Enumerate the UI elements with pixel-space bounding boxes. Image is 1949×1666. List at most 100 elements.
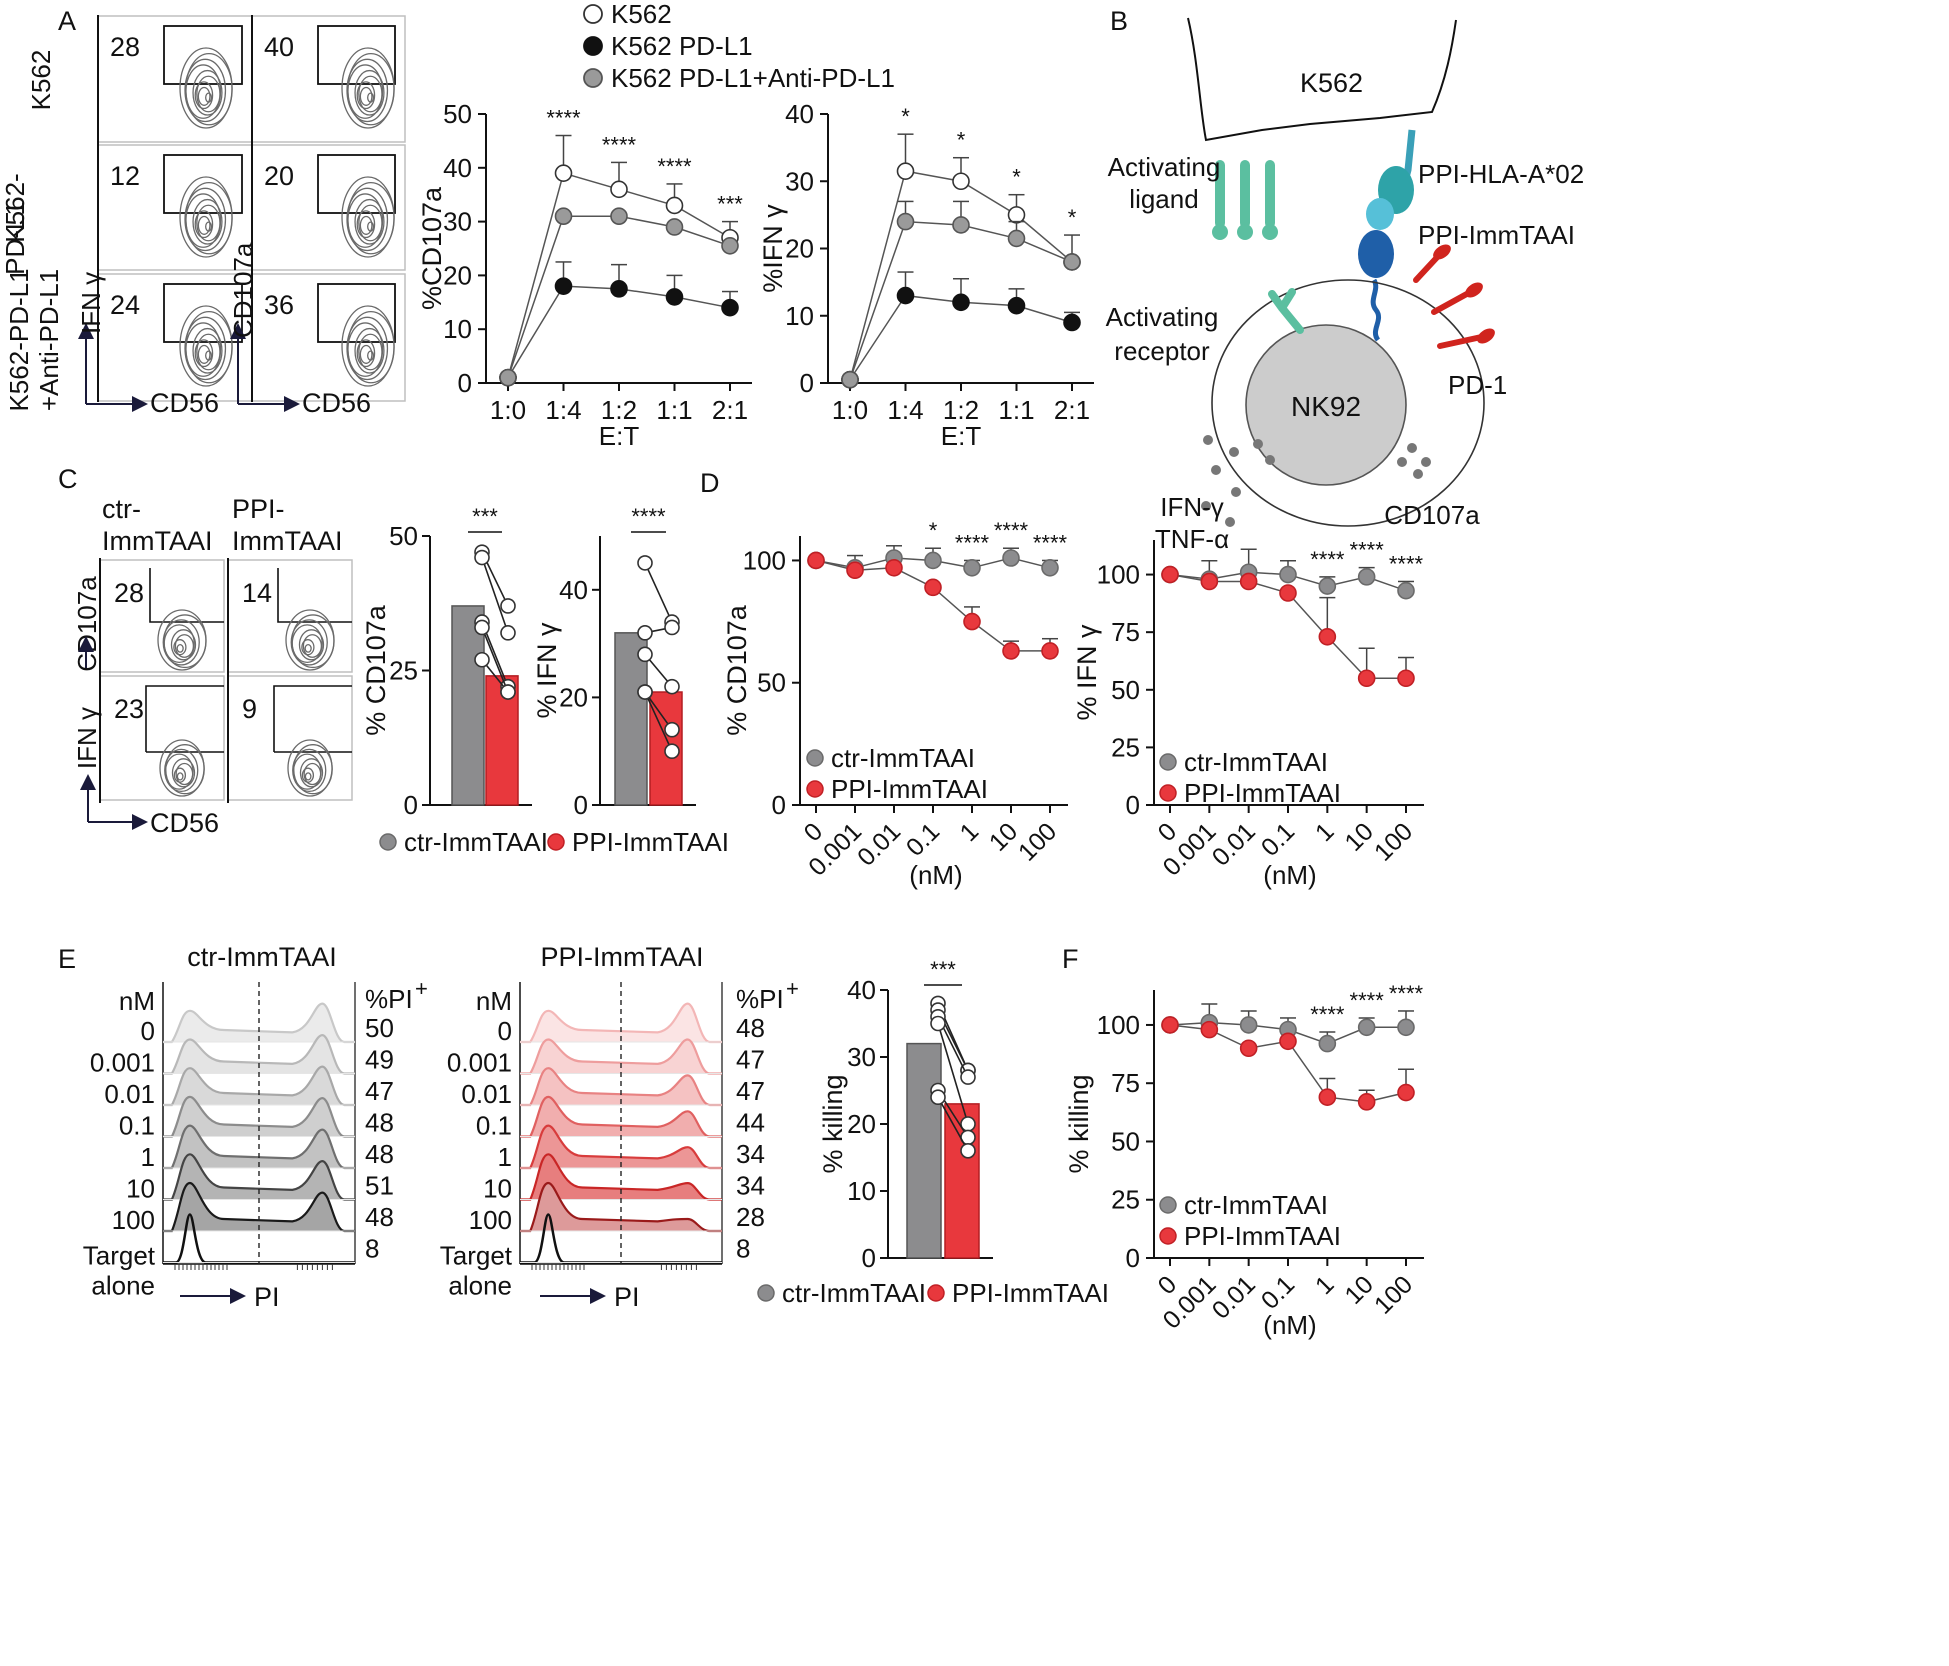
histogram-curve (520, 1153, 722, 1201)
x-tick-label: 1:0 (832, 395, 868, 425)
bar (451, 605, 485, 806)
contour-line (173, 767, 187, 783)
data-point (1279, 584, 1297, 602)
legend-label: ctr-ImmTAAI (1184, 747, 1328, 777)
arrow-head (230, 323, 246, 339)
x-axis-title: E:T (941, 421, 982, 451)
concentration-label: 0 (498, 1016, 512, 1046)
pi-header: %PI (365, 984, 413, 1014)
histogram-curve (163, 1002, 355, 1044)
histogram-fill (163, 1183, 355, 1231)
y-tick-label: 50 (443, 99, 472, 129)
pi-percentage: 34 (736, 1171, 765, 1201)
histogram-title: PPI-ImmTAAI (540, 942, 703, 972)
legend-label: PPI-ImmTAAI (1184, 1221, 1341, 1251)
significance-marker: **** (1389, 981, 1424, 1006)
data-point (930, 1015, 946, 1032)
secreted-cytokine (1407, 443, 1417, 453)
nm-header: nM (119, 986, 155, 1016)
histogram-fill (163, 1096, 355, 1137)
column-label: ctr- (102, 494, 141, 524)
concentration-label: 10 (126, 1174, 155, 1204)
activating-ligand-label: Activating (1108, 152, 1221, 182)
y-tick-label: 25 (1111, 1185, 1140, 1215)
x-tick-label: 1:1 (998, 395, 1034, 425)
significance-marker: * (1068, 205, 1077, 230)
x-tick-label: 1 (1310, 1270, 1340, 1300)
x-tick-label: 0.1 (1256, 1270, 1300, 1314)
secreted-cytokine (1253, 439, 1263, 449)
chart-E_killing: 0 10 20 30 40 % killing *** (818, 957, 993, 1273)
nk92-outer-membrane (1211, 279, 1485, 527)
pi-percentage: 8 (365, 1234, 379, 1264)
contour-line (205, 350, 213, 361)
data-point (924, 551, 942, 570)
gate-percentage: 28 (114, 578, 144, 608)
y-tick-label: 25 (1111, 732, 1140, 762)
axis-title-pi: PI (614, 1282, 640, 1312)
contour-line (196, 204, 221, 242)
data-point (637, 555, 653, 571)
histogram-title: ctr-ImmTAAI (187, 942, 336, 972)
x-tick-label: 0.01 (852, 817, 906, 871)
concentration-label: 0.001 (90, 1048, 155, 1078)
concentration-label: 0.1 (476, 1111, 512, 1141)
axis-title-ifng: IFN γ (76, 272, 106, 334)
concentration-label: 0.001 (447, 1048, 512, 1078)
significance-marker: *** (930, 957, 956, 982)
pi-percentage: 34 (736, 1139, 765, 1169)
axis-title-cd56: CD56 (150, 808, 219, 838)
contour-line (302, 634, 323, 658)
contour-line (176, 644, 184, 653)
contour-line (356, 339, 376, 368)
flow-plot-frame (99, 559, 225, 673)
activating-ligand (1240, 160, 1250, 228)
panel-letter-F: F (1062, 944, 1079, 974)
contour-line (303, 762, 322, 786)
legend-marker (806, 780, 824, 798)
data-point (896, 162, 915, 180)
data-point (963, 612, 981, 631)
y-tick-label: 50 (757, 668, 786, 698)
y-tick-label: 100 (1097, 1010, 1140, 1040)
column-label-group: PPI-ImmTAAI (232, 494, 343, 556)
y-tick-label: 40 (559, 575, 588, 605)
chart-C_cd107a: 0 25 50 % CD107a *** (361, 504, 532, 820)
gate-percentage: 9 (242, 694, 257, 724)
x-tick-label: 1:2 (601, 395, 637, 425)
contour-line (184, 58, 227, 123)
data-point (1318, 577, 1337, 595)
y-tick-label: 0 (772, 790, 786, 820)
k562-cell-membrane (1187, 17, 1457, 142)
histogram-curve (520, 1095, 722, 1138)
contour-line (185, 322, 222, 377)
y-axis-title: % killing (818, 1074, 848, 1173)
ppi-immtaai (1358, 230, 1394, 278)
contour-line (347, 64, 384, 119)
arrow-head (78, 636, 94, 652)
arrow-head (230, 1288, 246, 1304)
x-tick-label: 2:1 (1054, 395, 1090, 425)
data-point (665, 288, 684, 306)
legend-marker (547, 833, 565, 851)
contour-line (299, 758, 324, 788)
legend-marker (757, 1284, 775, 1302)
y-tick-label: 0 (800, 368, 814, 398)
data-point (1239, 1016, 1258, 1034)
legend-label: PPI-ImmTAAI (831, 774, 988, 804)
contour-line (184, 187, 227, 252)
pi-percentage: 48 (365, 1108, 394, 1138)
data-point (664, 743, 680, 760)
significance-marker: **** (546, 106, 581, 131)
cd107a-label: CD107a (1384, 500, 1480, 530)
data-point (807, 551, 825, 570)
histogram-fill (163, 1154, 355, 1200)
data-point (1041, 642, 1059, 660)
y-tick-label: 0 (574, 790, 588, 820)
data-point (721, 298, 739, 317)
contour-line (205, 92, 213, 103)
legend-label: ctr-ImmTAAI (404, 827, 548, 857)
arrow-head (132, 396, 148, 412)
arrow-head (78, 323, 94, 339)
